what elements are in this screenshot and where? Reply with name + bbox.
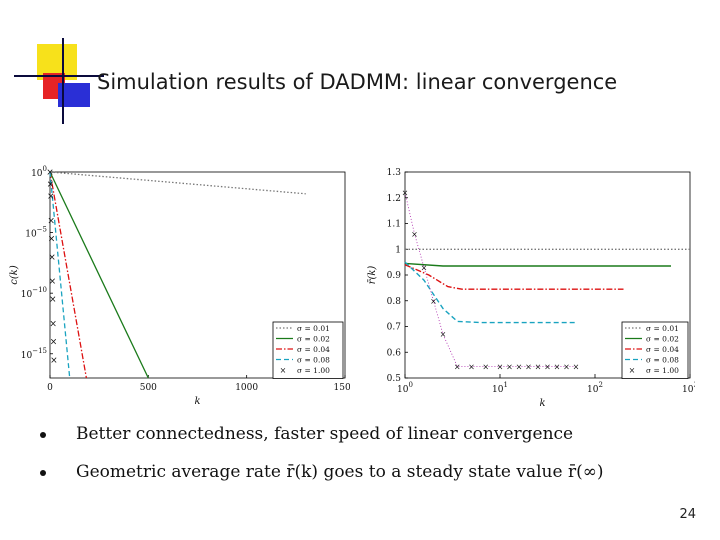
series-marker: × [50, 356, 58, 366]
x-tick-label: 1500 [334, 383, 350, 393]
series-marker: × [49, 277, 57, 287]
x-tick-label: 101 [492, 381, 508, 395]
x-axis-label: k [539, 398, 545, 409]
bullet-text: Better connectedness, faster speed of li… [76, 424, 574, 444]
series-marker: × [440, 330, 447, 339]
y-axis-label: c(k) [9, 265, 20, 285]
series-marker: × [49, 295, 57, 305]
y-tick-label: 0.9 [387, 271, 402, 281]
bullet-1: Better connectedness, faster speed of li… [40, 424, 573, 444]
legend-label: σ = 0.08 [297, 356, 330, 365]
y-tick-label: 10−5 [25, 226, 47, 240]
series-line [49, 171, 306, 195]
legend-label: σ = 0.01 [646, 324, 679, 333]
series-marker: × [482, 362, 489, 371]
series-line [404, 262, 671, 267]
legend-label: σ = 0.04 [646, 345, 679, 354]
chart-rk: 100 101 102 103 0.5 0.6 0.7 0.8 0.9 1 1.1 1.2 1.3 r̄(… [367, 168, 695, 409]
x-tick-label: 0 [47, 383, 53, 393]
series-marker: × [48, 235, 56, 245]
series-marker: × [506, 362, 513, 371]
legend-label: σ = 0.02 [646, 335, 679, 344]
legend-label: σ = 0.02 [297, 335, 330, 344]
series-marker: × [47, 192, 55, 202]
series-marker: × [430, 297, 437, 306]
legend-marker: × [629, 366, 636, 375]
series-marker: × [48, 253, 56, 263]
legend-marker: × [280, 366, 287, 375]
series-marker: × [47, 180, 55, 190]
corner-vertical-line [62, 38, 64, 124]
y-tick-label: 1.3 [387, 168, 402, 178]
bullet-2: Geometric average rate r̄(k) goes to a s… [40, 462, 604, 482]
series-marker: × [454, 362, 461, 371]
series-marker: × [50, 338, 58, 348]
y-tick-label: 1.1 [387, 220, 401, 230]
y-axis-label: r̄(k) [367, 266, 378, 285]
series-marker: × [544, 362, 551, 371]
series-marker: × [46, 168, 54, 178]
series-marker: × [497, 362, 504, 371]
series-marker: × [421, 263, 428, 272]
series-marker: × [563, 362, 570, 371]
legend-box [621, 321, 689, 379]
legend-label: σ = 1.00 [297, 366, 330, 375]
series-marker: × [402, 189, 409, 198]
slide-title: Simulation results of DADMM: linear conv… [97, 70, 618, 94]
series-marker: × [573, 362, 580, 371]
y-tick-label: 0.5 [387, 374, 402, 384]
y-tick-label: 100 [31, 165, 47, 179]
corner-horizontal-line [14, 75, 104, 77]
y-tick-label: 10−10 [21, 286, 47, 300]
bullet-text: Geometric average rate r̄(k) goes to a s… [76, 462, 604, 482]
series-line [404, 264, 624, 290]
x-tick-label: 103 [682, 381, 695, 395]
legend-label: σ = 0.04 [297, 345, 330, 354]
chart-ck: 0 500 1000 1500 100 10−5 10−10 10−15 c(k) k × × × × × ×… [9, 165, 350, 407]
legend-label: σ = 1.00 [646, 366, 679, 375]
bullet-dot [40, 469, 46, 476]
x-axis-label: k [194, 396, 200, 407]
series-marker: × [49, 319, 57, 329]
y-tick-label: 1.2 [387, 194, 401, 204]
corner-decoration [0, 0, 104, 130]
y-tick-label: 1 [395, 245, 401, 255]
x-tick-label: 500 [140, 383, 157, 393]
y-tick-label: 0.7 [387, 323, 402, 333]
series-marker: × [535, 362, 542, 371]
series-marker: × [411, 230, 418, 239]
legend-label: σ = 0.08 [646, 356, 679, 365]
y-tick-label: 0.6 [387, 348, 402, 358]
x-tick-label: 102 [587, 381, 603, 395]
page-number: 24 [679, 507, 696, 522]
series-line [49, 171, 71, 379]
series-marker: × [47, 216, 55, 226]
bullet-dot [40, 431, 46, 438]
series-marker: × [468, 362, 475, 371]
series-line [49, 171, 88, 379]
y-tick-label: 10−15 [21, 347, 47, 361]
legend-box [272, 321, 344, 379]
series-marker: × [525, 362, 532, 371]
x-tick-label: 100 [397, 381, 413, 395]
series-marker: × [554, 362, 561, 371]
y-tick-label: 0.8 [387, 297, 402, 307]
series-line [49, 171, 149, 379]
legend-label: σ = 0.01 [297, 324, 330, 333]
x-tick-label: 1000 [235, 383, 258, 393]
series-marker: × [516, 362, 523, 371]
